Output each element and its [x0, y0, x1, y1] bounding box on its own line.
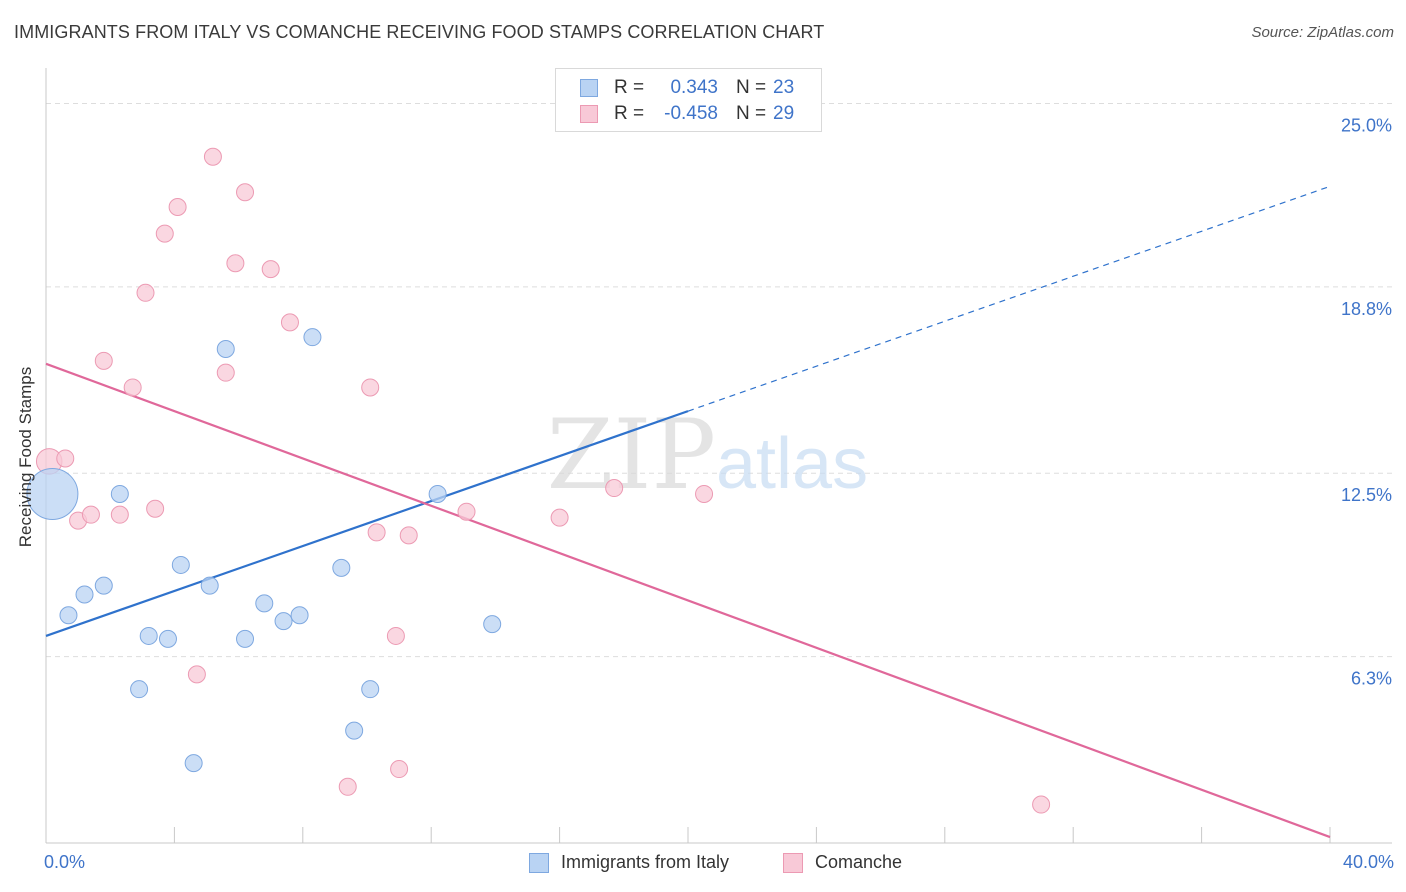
- legend-n-value: 29: [773, 103, 795, 124]
- watermark-zip: ZIP: [547, 399, 716, 511]
- point-italy: [216, 340, 235, 359]
- point-italy: [75, 585, 94, 604]
- point-italy: [255, 594, 274, 613]
- point-italy: [483, 615, 502, 634]
- point-comanche: [399, 526, 418, 545]
- point-italy: [130, 680, 149, 699]
- point-comanche: [146, 499, 165, 518]
- point-comanche: [338, 777, 357, 796]
- point-comanche: [110, 505, 129, 524]
- point-comanche: [390, 760, 409, 779]
- point-italy: [290, 606, 309, 625]
- point-comanche: [216, 363, 235, 382]
- point-comanche: [168, 198, 187, 217]
- legend-n-label: N =: [736, 103, 767, 124]
- point-italy: [59, 606, 78, 625]
- point-comanche: [386, 626, 405, 645]
- point-comanche: [695, 484, 714, 503]
- trend-line-italy: [45, 410, 689, 637]
- legend-swatch-pink: [580, 105, 598, 123]
- point-comanche: [226, 254, 245, 273]
- point-comanche: [56, 449, 75, 468]
- y-tick-label: 18.8%: [1341, 299, 1392, 319]
- point-comanche: [123, 378, 142, 397]
- point-italy: [361, 680, 380, 699]
- data-points: [26, 109, 1051, 814]
- y-axis-label: Receiving Food Stamps: [16, 366, 35, 548]
- legend-r-value: -0.458: [664, 103, 718, 124]
- legend-n-value: 23: [773, 77, 795, 98]
- x-tick-min: 0.0%: [44, 852, 86, 872]
- legend-swatch-blue: [580, 79, 598, 97]
- point-italy: [345, 721, 364, 740]
- trend-line-italy-extension: [687, 185, 1331, 412]
- legend-r-label: R =: [614, 103, 645, 124]
- point-comanche: [136, 283, 155, 302]
- point-comanche: [155, 224, 174, 243]
- chart-title: IMMIGRANTS FROM ITALY VS COMANCHE RECEIV…: [14, 22, 825, 42]
- point-italy: [171, 555, 190, 574]
- bottom-legend-label-italy: Immigrants from Italy: [561, 852, 730, 872]
- point-comanche: [94, 351, 113, 370]
- point-italy: [110, 484, 129, 503]
- point-comanche: [367, 523, 386, 542]
- legend-r-value: 0.343: [670, 77, 718, 98]
- point-italy: [274, 612, 293, 631]
- bottom-legend-label-comanche: Comanche: [815, 852, 903, 872]
- point-comanche: [81, 505, 100, 524]
- bottom-legend-swatch-blue: [529, 853, 549, 873]
- trend-lines: [45, 185, 1331, 839]
- point-italy: [428, 484, 447, 503]
- watermark: ZIP atlas: [547, 399, 868, 511]
- source-label: Source: ZipAtlas.com: [1251, 24, 1394, 41]
- point-italy: [200, 576, 219, 595]
- y-tick-label: 12.5%: [1341, 485, 1392, 505]
- point-italy: [303, 328, 322, 347]
- point-comanche: [187, 665, 206, 684]
- y-tick-labels: 6.3% 12.5% 18.8% 25.0%: [1341, 115, 1392, 688]
- point-comanche: [203, 147, 222, 166]
- point-comanche: [280, 313, 299, 332]
- bottom-legend-swatch-pink: [783, 853, 803, 873]
- point-comanche: [457, 502, 476, 521]
- point-italy: [184, 754, 203, 773]
- point-italy: [139, 626, 158, 645]
- x-tick-max: 40.0%: [1342, 852, 1394, 872]
- legend-r-label: R =: [614, 77, 645, 98]
- point-comanche: [605, 479, 624, 498]
- point-comanche: [261, 260, 280, 279]
- point-italy: [26, 467, 79, 520]
- point-italy: [94, 576, 113, 595]
- watermark-atlas: atlas: [716, 424, 868, 504]
- y-tick-label: 25.0%: [1341, 115, 1392, 135]
- point-italy: [158, 629, 177, 648]
- legend-n-label: N =: [736, 77, 767, 98]
- point-comanche: [236, 183, 255, 202]
- point-comanche: [361, 378, 380, 397]
- y-tick-label: 6.3%: [1351, 669, 1392, 689]
- point-comanche: [1032, 795, 1051, 814]
- trend-line-comanche: [45, 362, 1331, 839]
- point-comanche: [550, 508, 569, 527]
- point-italy: [236, 629, 255, 648]
- correlation-legend: R = 0.343 N = 23 R = -0.458 N = 29: [555, 68, 822, 132]
- point-italy: [332, 558, 351, 577]
